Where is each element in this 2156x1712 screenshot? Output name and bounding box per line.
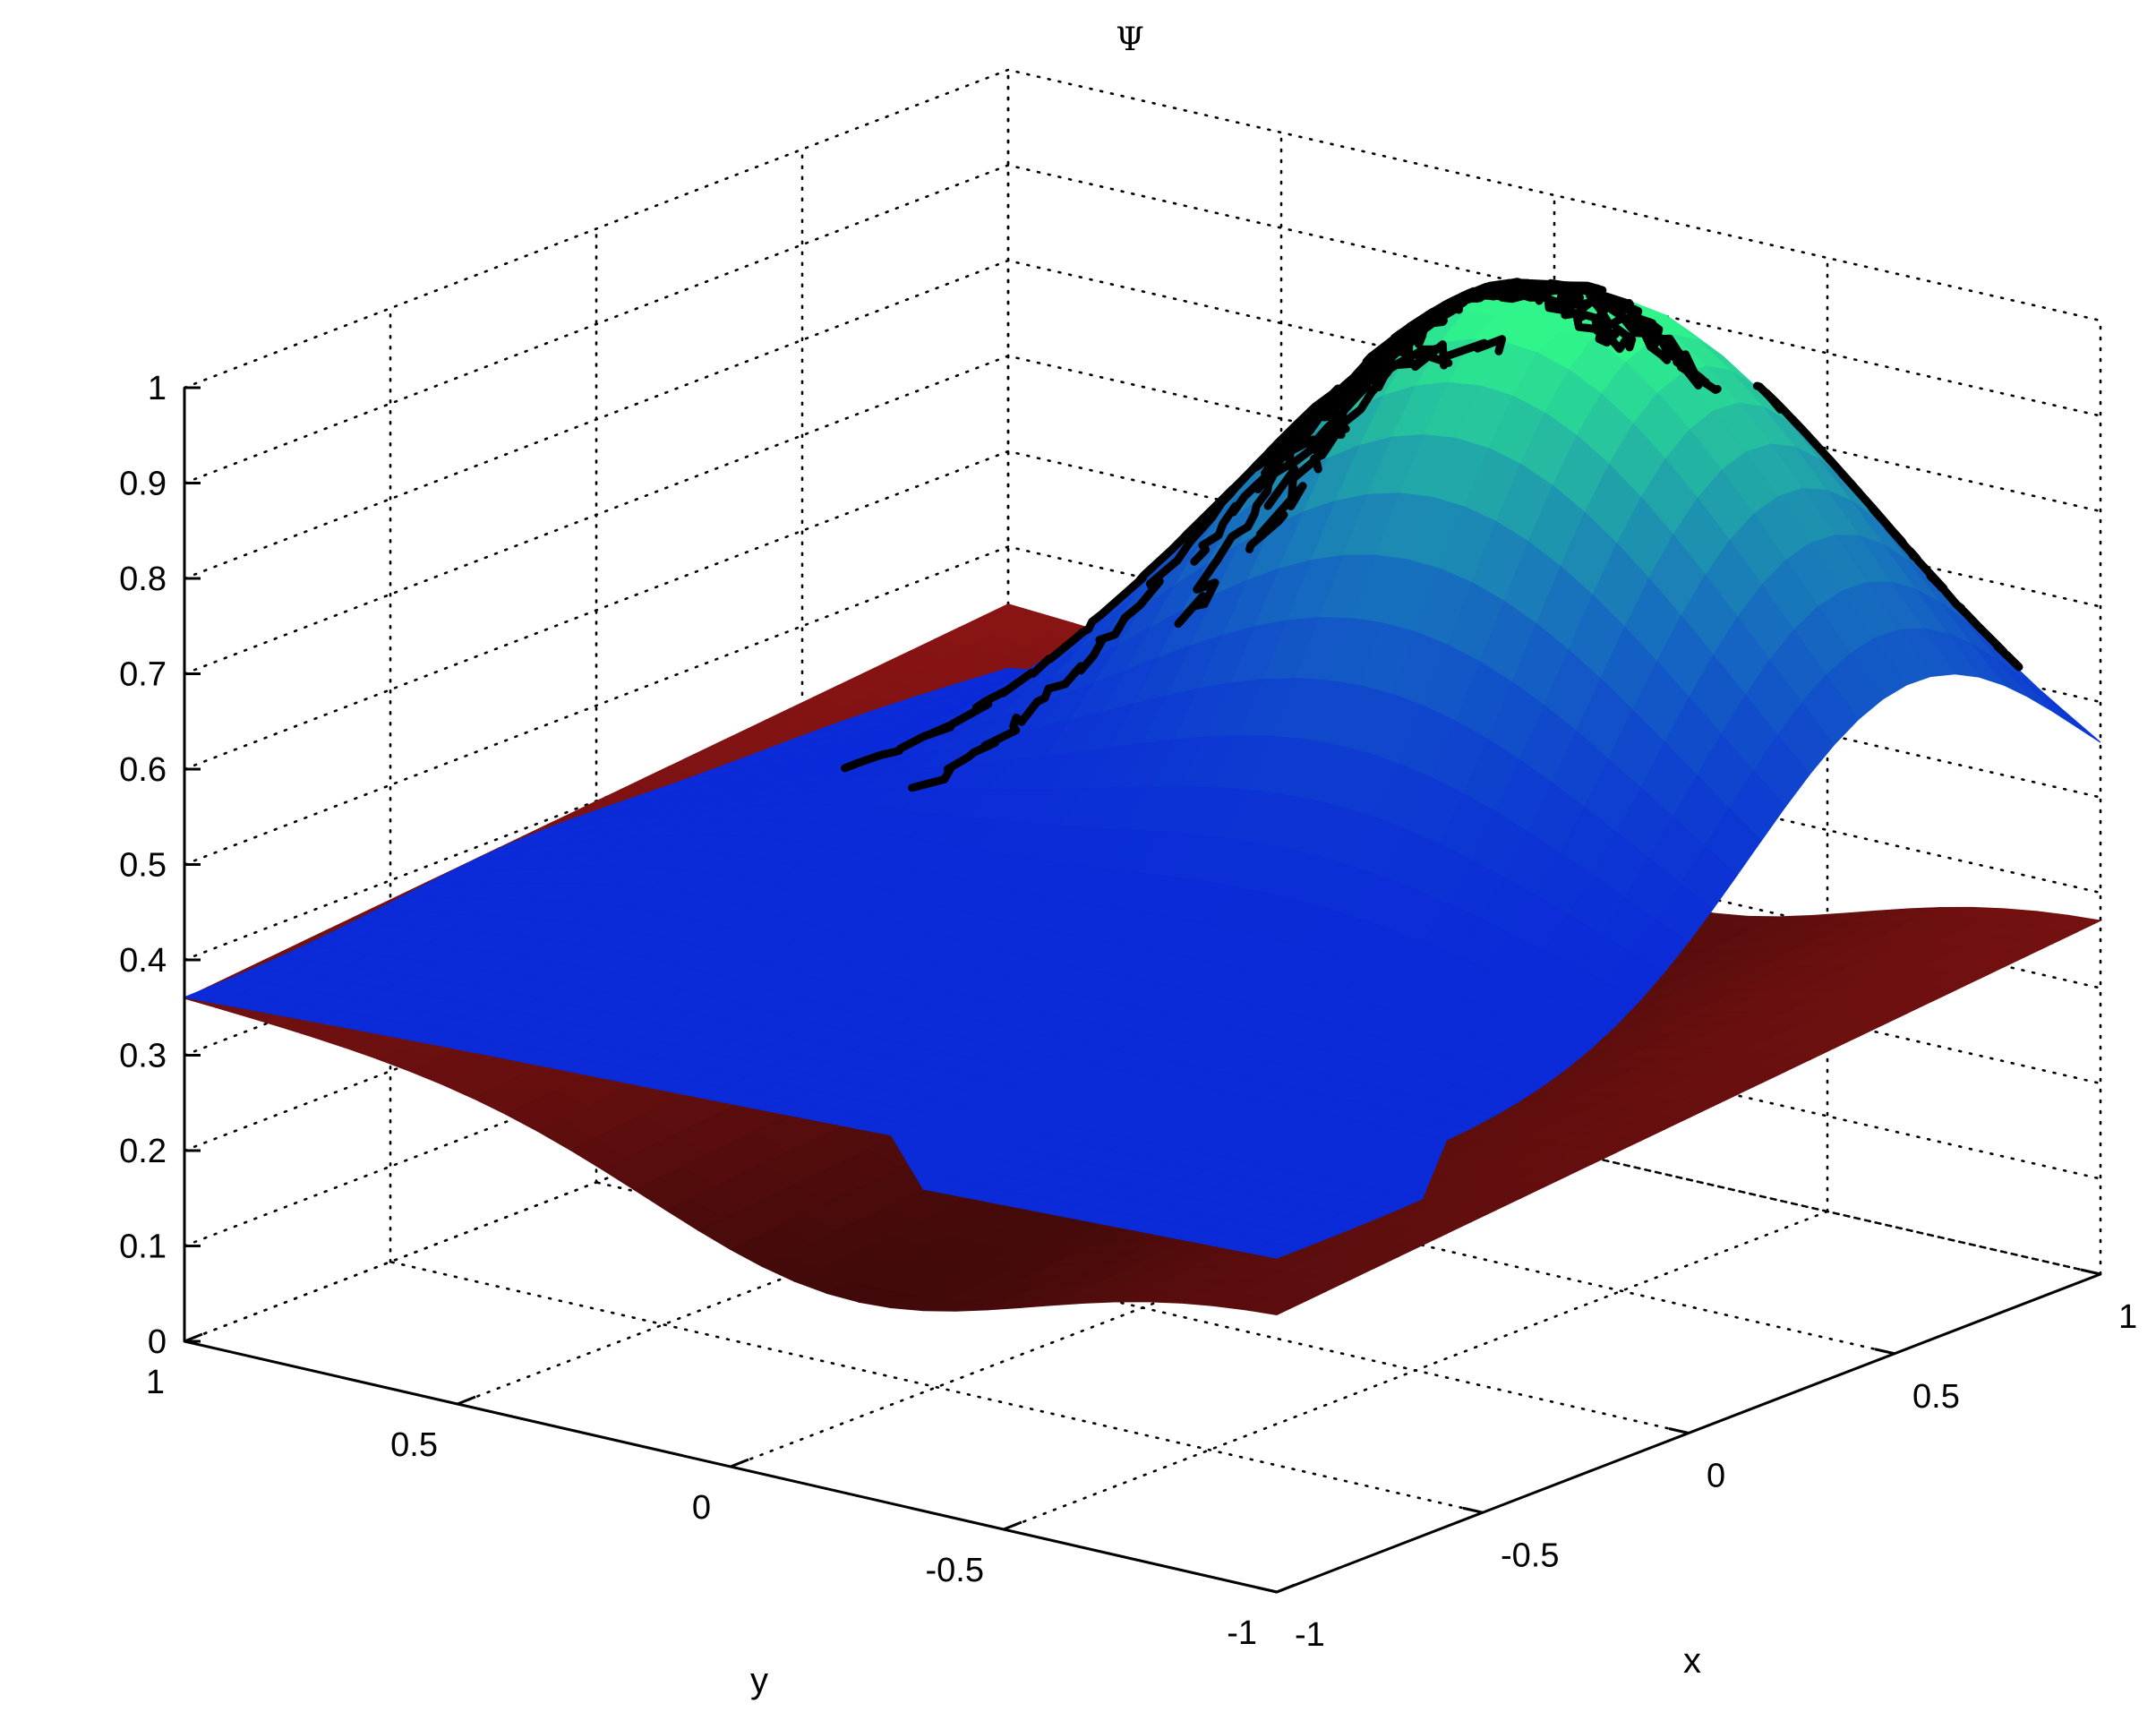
y-axis-label: y (750, 1661, 768, 1700)
trajectory-line (1369, 279, 1710, 395)
x-tick-label: 0.5 (1912, 1378, 1960, 1416)
z-tick-label: 0.6 (119, 751, 167, 789)
x-tick-label: 1 (2118, 1298, 2137, 1336)
y-tick-mark (1276, 1583, 1296, 1594)
z-tick-label: 0.3 (119, 1038, 167, 1075)
upper-surface (182, 287, 2101, 1259)
x-tick-mark (1462, 1506, 1484, 1514)
floor-grid-line (389, 1260, 1484, 1514)
axes (183, 386, 2101, 1594)
z-tick-label: 0.9 (119, 466, 167, 503)
z-tick-label: 0 (148, 1323, 167, 1361)
y-tick-mark (730, 1458, 749, 1468)
x-tick-mark (2080, 1268, 2101, 1276)
wall-grid-line (183, 164, 2102, 484)
y-tick-mark (1003, 1520, 1022, 1531)
upper-surface-patch (1242, 1241, 1304, 1259)
y-tick-label: -1 (1227, 1614, 1257, 1652)
z-tick-label: 0.5 (119, 847, 167, 885)
z-tick-label: 0.2 (119, 1133, 167, 1170)
z-tick-label: 0.4 (119, 942, 167, 980)
x-tick-label: 0 (1707, 1458, 1725, 1495)
floor-grid-line (729, 1147, 1556, 1468)
x-tick-label: -1 (1295, 1616, 1325, 1654)
z-tick-label: 0.7 (119, 656, 167, 694)
x-tick-mark (1874, 1348, 1895, 1356)
y-tick-label: 0 (692, 1489, 711, 1527)
x-tick-mark (1668, 1427, 1690, 1434)
y-tick-mark (184, 1332, 203, 1343)
upper-surface-patch (2019, 675, 2077, 727)
y-tick-mark (457, 1395, 476, 1406)
trajectory-line (1752, 381, 2023, 672)
upper-surface-patch (2043, 695, 2101, 743)
chart-title: Ψ (1116, 21, 1144, 58)
x-axis-label: x (1683, 1641, 1701, 1681)
y-tick-label: 0.5 (390, 1426, 438, 1464)
z-tick-label: 0.1 (119, 1228, 167, 1266)
trajectories (841, 278, 2023, 792)
lower-surface-patch (1243, 1297, 1304, 1316)
trajectory-line (1263, 281, 1632, 510)
y-tick-label: 1 (146, 1364, 165, 1401)
wall-grid-line (183, 68, 2102, 389)
z-tick-label: 1 (148, 370, 167, 407)
x-tick-label: -0.5 (1501, 1537, 1559, 1574)
tick-labels: 0 0.1 0.2 0.3 0.4 0.5 0.6 0.7 0.8 0.9 1 1 0.5 0 -0.5 -1… (119, 370, 2137, 1654)
z-tick-label: 0.8 (119, 561, 167, 598)
y-tick-label: -0.5 (926, 1552, 984, 1589)
wall-grid-line (183, 545, 2102, 866)
x-tick-mark (1256, 1586, 1278, 1594)
